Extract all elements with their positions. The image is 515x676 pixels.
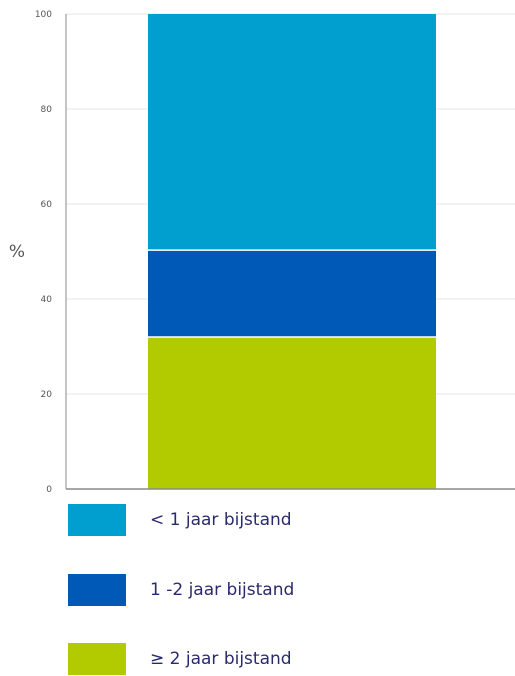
bar-segment-2: [148, 14, 436, 251]
y-tick-label-100: 100: [35, 10, 52, 20]
legend-label-1-2-years: 1 -2 jaar bijstand: [150, 580, 295, 600]
legend-swatch-2-plus-years: [68, 643, 126, 675]
legend-label-2-plus-years: ≥ 2 jaar bijstand: [150, 649, 292, 669]
bar-segments: [148, 14, 436, 489]
bar-segment-1: [148, 250, 436, 337]
y-tick-label-40: 40: [41, 295, 53, 305]
y-tick-label-80: 80: [41, 105, 53, 115]
bar-segment-0: [148, 337, 436, 489]
stacked-bar-chart: 0 20 40 60 80 100 %: [9, 10, 515, 495]
y-tick-label-0: 0: [46, 485, 52, 495]
legend-swatch-under-1-year: [68, 504, 126, 536]
y-tick-label-60: 60: [41, 200, 53, 210]
y-tick-label-20: 20: [41, 390, 53, 400]
legend-swatch-1-2-years: [68, 574, 126, 606]
legend-label-under-1-year: < 1 jaar bijstand: [150, 510, 292, 530]
legend-item-2-plus-years: ≥ 2 jaar bijstand: [68, 642, 292, 676]
legend-item-under-1-year: < 1 jaar bijstand: [68, 503, 292, 537]
y-tick-labels: 0 20 40 60 80 100: [35, 10, 52, 495]
y-axis-label: %: [9, 242, 25, 262]
legend-item-1-2-years: 1 -2 jaar bijstand: [68, 573, 294, 607]
